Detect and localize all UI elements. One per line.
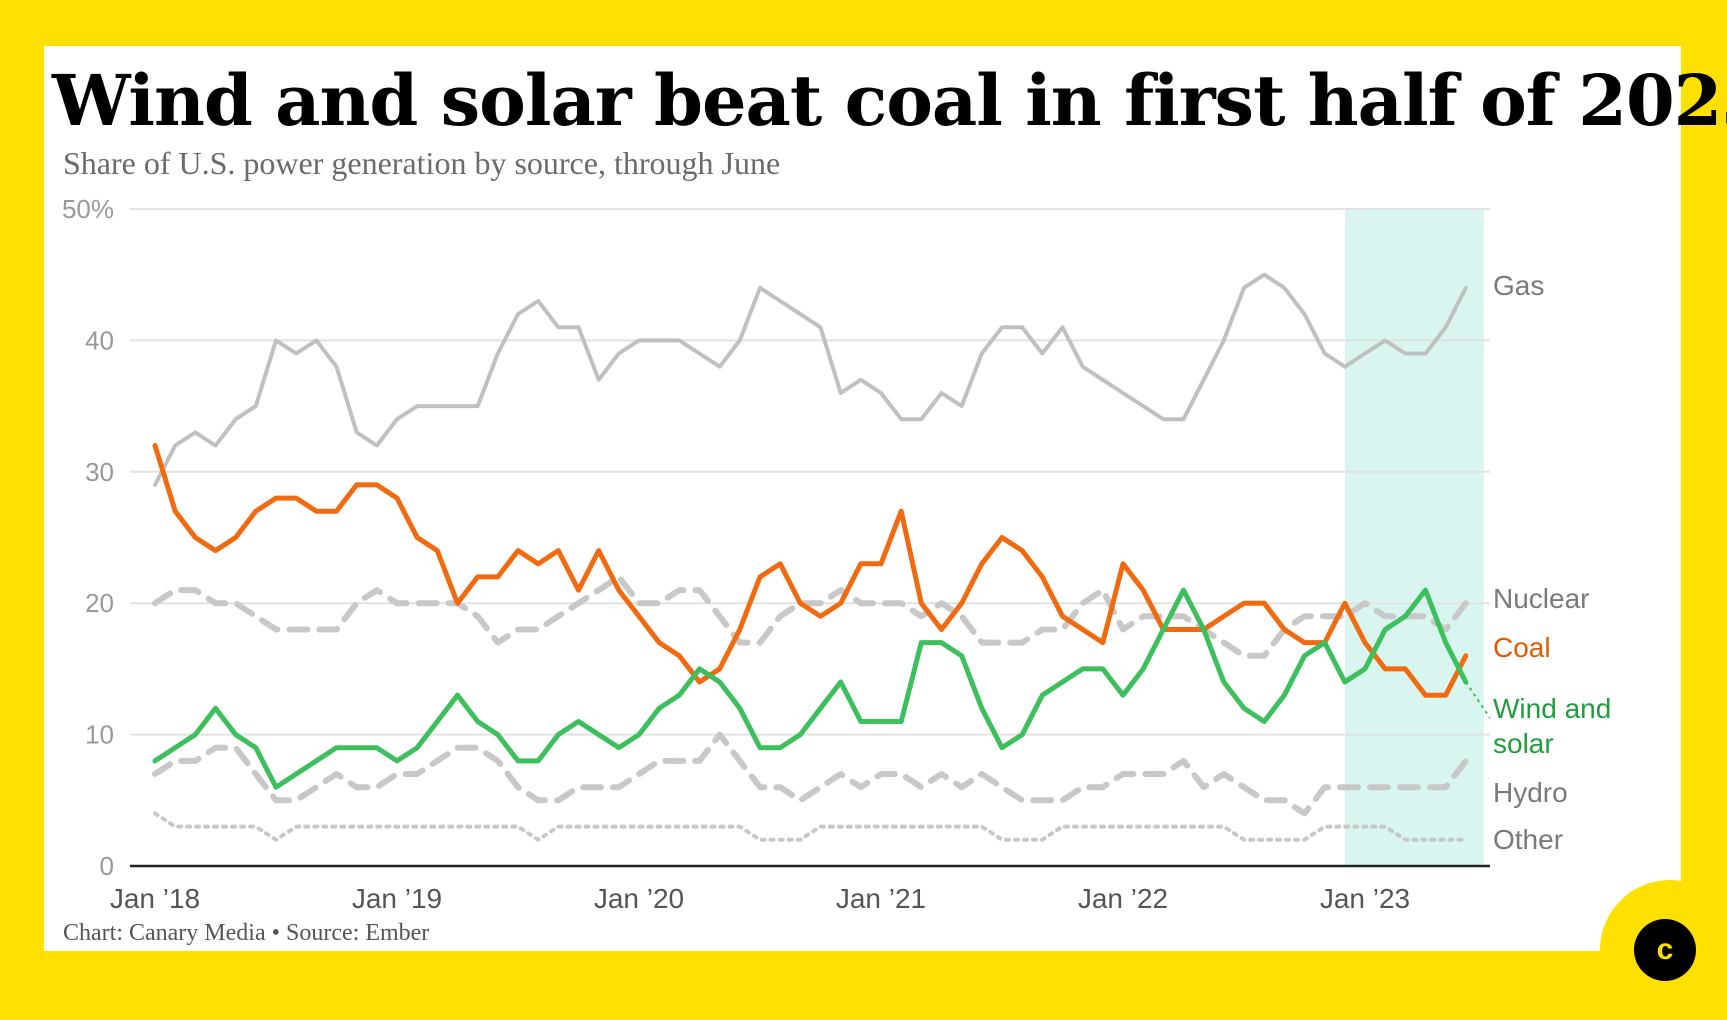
x-tick-label: Jan ’22	[1078, 883, 1168, 914]
x-tick-label: Jan ’23	[1320, 883, 1410, 914]
end-label-hydro: Hydro	[1493, 777, 1568, 808]
series-line-nuclear	[152, 573, 1469, 659]
end-label-gas: Gas	[1493, 270, 1544, 301]
y-tick-label: 50%	[62, 194, 114, 224]
series-line-other	[153, 811, 1468, 842]
series-line-wind-and-solar	[152, 587, 1469, 790]
series-line-gas	[153, 272, 1468, 487]
x-tick-label: Jan ’20	[594, 883, 684, 914]
series-line-hydro	[152, 731, 1469, 817]
y-tick-label: 40	[85, 325, 114, 355]
highlight-2023-band	[1345, 209, 1484, 866]
x-tick-label: Jan ’18	[110, 883, 200, 914]
series-line-coal	[152, 443, 1469, 698]
y-tick-label: 30	[85, 457, 114, 487]
canary-media-logo: c	[1634, 919, 1696, 981]
chart-title: Wind and solar beat coal in first half o…	[52, 59, 1727, 142]
wind-solar-leader	[1465, 681, 1491, 719]
end-label-nuclear: Nuclear	[1493, 583, 1589, 614]
y-tick-label: 0	[100, 851, 114, 881]
y-tick-label: 10	[85, 720, 114, 750]
y-tick-label: 20	[85, 588, 114, 618]
end-label-other: Other	[1493, 824, 1563, 855]
chart-credit: Chart: Canary Media • Source: Ember	[63, 920, 430, 946]
end-label-coal: Coal	[1493, 632, 1551, 663]
x-tick-label: Jan ’19	[352, 883, 442, 914]
chart-subtitle: Share of U.S. power generation by source…	[63, 145, 781, 181]
end-label-wind-and-solar: Wind and solar	[1493, 693, 1611, 759]
x-tick-label: Jan ’21	[836, 883, 926, 914]
